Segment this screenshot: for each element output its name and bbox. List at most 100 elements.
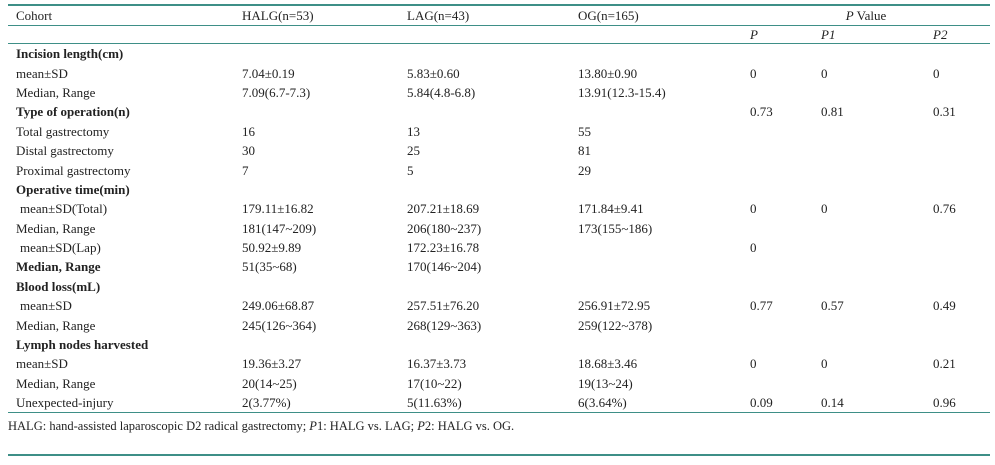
p2-value: [925, 238, 990, 257]
og-value: 29: [578, 162, 591, 178]
p1-value: [813, 335, 925, 354]
p-value: [742, 315, 813, 334]
lag-value: 257.51±76.20: [407, 298, 480, 314]
lag-value: 207.21±18.69: [407, 201, 480, 217]
p2-value: [925, 277, 990, 296]
subheader-p2: P2: [925, 25, 991, 44]
p2-value: [925, 44, 990, 64]
og-value: [570, 277, 742, 296]
row-label: Proximal gastrectomy: [16, 162, 131, 178]
halg-value: 50.92±9.89: [242, 240, 302, 256]
lag-value: 13: [407, 123, 420, 139]
bottom-rule: [8, 454, 990, 456]
lag-value: 172.23±16.78: [407, 240, 480, 256]
table-row: Median, Range 7.09(6.7-7.3) 5.84(4.8-6.8) 1…: [8, 83, 990, 102]
header-halg: HALG(n=53): [242, 8, 314, 23]
lag-value: [399, 102, 570, 121]
header-row: Cohort HALG(n=53) LAG(n=43) OG(n=165) P …: [8, 6, 990, 26]
p1-value: [813, 219, 925, 238]
halg-value: 7: [242, 162, 249, 178]
og-value: 13.91(12.3-15.4): [578, 84, 666, 100]
comparison-table: Cohort HALG(n=53) LAG(n=43) OG(n=165) P …: [8, 6, 991, 414]
p1-value: [813, 122, 925, 141]
lag-value: 5: [407, 162, 414, 178]
table-row: mean±SD 7.04±0.19 5.83±0.60 13.80±0.90 0 0 0: [8, 63, 990, 82]
halg-value: 245(126~364): [242, 317, 317, 333]
p2-value: 0.96: [925, 393, 991, 414]
p1-value: [813, 374, 925, 393]
table-row: mean±SD(Total) 179.11±16.82 207.21±18.69 17…: [8, 199, 990, 218]
lag-value: [399, 335, 570, 354]
halg-value: [234, 277, 399, 296]
row-label: Lymph nodes harvested: [16, 337, 149, 353]
table-row: Proximal gastrectomy 7 5 29: [8, 160, 990, 179]
p1-value: 0.14: [813, 393, 925, 414]
p-value: [742, 122, 813, 141]
table-row: Median, Range 245(126~364) 268(129~363) 259…: [8, 315, 990, 334]
lag-value: [399, 44, 570, 64]
p1-value: 0.57: [821, 298, 844, 314]
halg-value: 19.36±3.27: [242, 356, 302, 372]
p1-value: 0: [821, 65, 828, 81]
row-label: mean±SD: [16, 65, 68, 81]
p-value: 0: [750, 65, 757, 81]
halg-value: 249.06±68.87: [242, 298, 315, 314]
table-body: Incision length(cm) mean±SD 7.04±0.19 5.83±…: [8, 44, 991, 414]
table-row: Distal gastrectomy 30 25 81: [8, 141, 990, 160]
og-value: 81: [578, 143, 591, 159]
halg-value: 20(14~25): [242, 375, 297, 391]
table-row: Incision length(cm): [8, 44, 990, 64]
row-label: Blood loss(mL): [16, 278, 101, 294]
row-label: Total gastrectomy: [16, 123, 110, 139]
p-value: [742, 335, 813, 354]
row-label: mean±SD(Total): [20, 201, 108, 217]
row-label: Median, Range: [16, 317, 96, 333]
p-value: [742, 141, 813, 160]
row-label: mean±SD(Lap): [20, 240, 101, 256]
lag-value: 5.83±0.60: [407, 65, 460, 81]
table-row: mean±SD(Lap) 50.92±9.89 172.23±16.78 0: [8, 238, 990, 257]
p-value: 0.09: [742, 393, 813, 414]
p-value: [742, 219, 813, 238]
og-value: [570, 44, 742, 64]
halg-value: 7.04±0.19: [242, 65, 295, 81]
p2-value: 0: [933, 65, 940, 81]
footnote-p2-symbol: P: [417, 419, 425, 433]
og-value: 256.91±72.95: [578, 298, 651, 314]
header-pvalue-p: P: [845, 8, 854, 23]
row-label: Median, Range: [16, 220, 96, 236]
p2-value: 0.49: [933, 298, 956, 314]
og-value: 6(3.64%): [570, 393, 742, 414]
p-value: [742, 257, 813, 276]
top-rule: [8, 4, 990, 6]
table-row: Median, Range 20(14~25) 17(10~22) 19(13~24): [8, 374, 990, 393]
p2-value: [925, 219, 990, 238]
og-value: 171.84±9.41: [578, 201, 644, 217]
p-value: [742, 180, 813, 199]
p-value: 0: [750, 356, 757, 372]
p2-value: [925, 160, 990, 179]
halg-value: 7.09(6.7-7.3): [242, 84, 311, 100]
row-label: Operative time(min): [16, 181, 130, 197]
og-value: 18.68±3.46: [578, 356, 638, 372]
table-row: Lymph nodes harvested: [8, 335, 990, 354]
p2-value: 0.21: [933, 356, 956, 372]
p1-value: [813, 141, 925, 160]
subheader-row: P P1 P2: [8, 25, 991, 44]
lag-value: 268(129~363): [407, 317, 482, 333]
p-value: [742, 44, 813, 64]
og-value: 19(13~24): [578, 375, 633, 391]
p1-value: 0: [821, 356, 828, 372]
p2-value: [925, 374, 990, 393]
og-value: 259(122~378): [578, 317, 653, 333]
halg-value: [234, 335, 399, 354]
table-row: Unexpected-injury 2(3.77%) 5(11.63%) 6(3.64…: [8, 393, 991, 414]
p1-value: [813, 277, 925, 296]
p2-value: [925, 315, 990, 334]
header-og: OG(n=165): [578, 8, 639, 23]
p2-value: [925, 180, 990, 199]
p2-value: [925, 141, 990, 160]
table-row: mean±SD 249.06±68.87 257.51±76.20 256.91±72…: [8, 296, 990, 315]
row-label: Incision length(cm): [16, 46, 124, 62]
header-pvalue-rest: Value: [853, 8, 887, 23]
